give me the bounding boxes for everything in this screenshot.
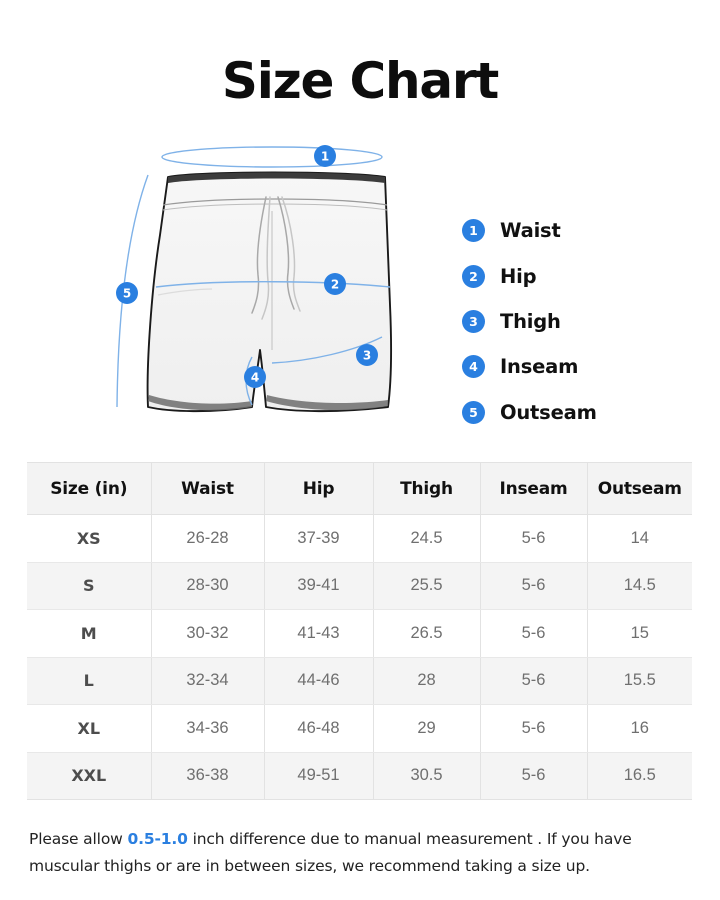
- note-tolerance-value: 0.5-1.0: [127, 830, 188, 848]
- badge-1-icon: 1: [462, 219, 485, 243]
- cell-outseam: 15: [587, 609, 692, 658]
- cell-hip: 49-51: [264, 752, 374, 800]
- note-part-1: Please allow: [29, 830, 128, 848]
- cell-thigh: 28: [373, 657, 481, 705]
- cell-thigh: 26.5: [373, 609, 481, 658]
- cell-inseam: 5-6: [480, 752, 588, 800]
- cell-inseam: 5-6: [480, 657, 588, 705]
- measurement-disclaimer: Please allow 0.5-1.0 inch difference due…: [29, 826, 691, 880]
- badge-2-icon: 2: [462, 264, 485, 288]
- size-table-container: Size (in) Waist Hip Thigh Inseam Outseam…: [27, 462, 692, 800]
- legend-item-inseam: 4 Inseam: [462, 344, 702, 389]
- cell-outseam: 16: [587, 704, 692, 753]
- legend-label-thigh: Thigh: [500, 309, 561, 333]
- cell-size: XS: [27, 514, 152, 563]
- legend-label-inseam: Inseam: [500, 355, 579, 379]
- diagram-marker-4: 4: [244, 366, 266, 388]
- badge-5-icon: 5: [462, 400, 485, 424]
- cell-inseam: 5-6: [480, 514, 588, 563]
- table-row: M 30-32 41-43 26.5 5-6 15: [27, 609, 692, 658]
- shorts-diagram: 1 2 3 4 5: [0, 135, 720, 445]
- table-header-row: Size (in) Waist Hip Thigh Inseam Outseam: [27, 462, 692, 515]
- column-header-outseam: Outseam: [587, 462, 692, 515]
- cell-waist: 26-28: [151, 514, 265, 563]
- cell-inseam: 5-6: [480, 704, 588, 753]
- svg-text:3: 3: [363, 349, 371, 363]
- cell-outseam: 14: [587, 514, 692, 563]
- svg-text:5: 5: [123, 287, 131, 301]
- cell-size: XL: [27, 704, 152, 753]
- legend-label-outseam: Outseam: [500, 400, 597, 424]
- column-header-waist: Waist: [151, 462, 265, 515]
- cell-thigh: 29: [373, 704, 481, 753]
- cell-hip: 39-41: [264, 562, 374, 610]
- diagram-marker-3: 3: [356, 344, 378, 366]
- waist-guide-line: [161, 146, 383, 168]
- cell-inseam: 5-6: [480, 562, 588, 610]
- table-row: XXL 36-38 49-51 30.5 5-6 16.5: [27, 752, 692, 800]
- cell-hip: 44-46: [264, 657, 374, 705]
- cell-size: L: [27, 657, 152, 705]
- diagram-marker-2: 2: [324, 273, 346, 295]
- note-part-2: inch difference due to manual measuremen…: [29, 830, 632, 875]
- cell-outseam: 14.5: [587, 562, 692, 610]
- cell-hip: 46-48: [264, 704, 374, 753]
- hip-guide-line: [155, 281, 391, 288]
- diagram-marker-1: 1: [314, 145, 336, 167]
- table-row: XS 26-28 37-39 24.5 5-6 14: [27, 514, 692, 563]
- column-header-hip: Hip: [264, 462, 374, 515]
- column-header-thigh: Thigh: [373, 462, 481, 515]
- cell-waist: 28-30: [151, 562, 265, 610]
- svg-text:4: 4: [251, 371, 259, 385]
- cell-hip: 37-39: [264, 514, 374, 563]
- legend-item-thigh: 3 Thigh: [462, 299, 702, 344]
- cell-waist: 32-34: [151, 657, 265, 705]
- shorts-illustration: [146, 171, 392, 413]
- cell-outseam: 15.5: [587, 657, 692, 705]
- outseam-guide-line: [116, 174, 149, 408]
- cell-thigh: 30.5: [373, 752, 481, 800]
- badge-4-icon: 4: [462, 355, 485, 379]
- size-table: Size (in) Waist Hip Thigh Inseam Outseam…: [27, 462, 692, 800]
- page-title: Size Chart: [221, 52, 499, 110]
- column-header-inseam: Inseam: [480, 462, 588, 515]
- cell-waist: 30-32: [151, 609, 265, 658]
- legend-item-waist: 1 Waist: [462, 208, 702, 253]
- legend-item-hip: 2 Hip: [462, 253, 702, 298]
- cell-size: XXL: [27, 752, 152, 800]
- cell-inseam: 5-6: [480, 609, 588, 658]
- cell-thigh: 25.5: [373, 562, 481, 610]
- cell-waist: 36-38: [151, 752, 265, 800]
- table-row: S 28-30 39-41 25.5 5-6 14.5: [27, 562, 692, 610]
- diagram-marker-5: 5: [116, 282, 138, 304]
- legend-label-waist: Waist: [500, 219, 561, 243]
- cell-size: M: [27, 609, 152, 658]
- svg-text:1: 1: [321, 150, 329, 164]
- measurement-legend: 1 Waist 2 Hip 3 Thigh 4 Inseam 5 Outseam: [462, 208, 702, 435]
- table-row: L 32-34 44-46 28 5-6 15.5: [27, 657, 692, 705]
- thigh-guide-line: [271, 336, 383, 364]
- legend-label-hip: Hip: [500, 264, 537, 288]
- cell-outseam: 16.5: [587, 752, 692, 800]
- table-row: XL 34-36 46-48 29 5-6 16: [27, 704, 692, 753]
- cell-thigh: 24.5: [373, 514, 481, 563]
- svg-text:2: 2: [331, 278, 339, 292]
- cell-waist: 34-36: [151, 704, 265, 753]
- cell-size: S: [27, 562, 152, 610]
- column-header-size: Size (in): [27, 462, 152, 515]
- badge-3-icon: 3: [462, 309, 485, 333]
- cell-hip: 41-43: [264, 609, 374, 658]
- legend-item-outseam: 5 Outseam: [462, 390, 702, 435]
